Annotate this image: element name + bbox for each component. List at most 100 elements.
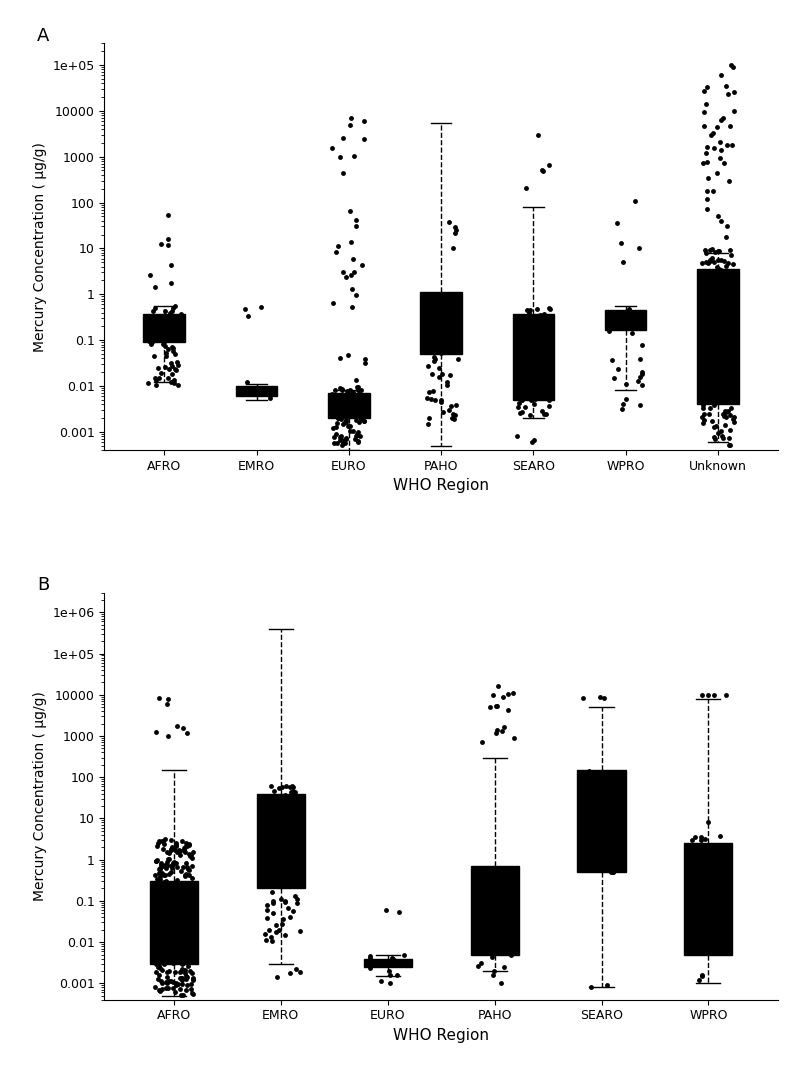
Point xyxy=(167,875,180,892)
Point xyxy=(718,312,731,329)
Point xyxy=(178,920,191,937)
Point xyxy=(726,137,739,154)
Point xyxy=(616,401,629,418)
Point xyxy=(444,367,456,384)
Point xyxy=(179,868,192,885)
Point xyxy=(520,388,533,405)
Point xyxy=(153,983,166,1000)
Point xyxy=(719,858,731,875)
Point xyxy=(342,417,354,434)
Point xyxy=(713,133,726,151)
Point xyxy=(168,917,180,934)
X-axis label: WHO Region: WHO Region xyxy=(393,478,489,493)
Point xyxy=(708,686,721,703)
Point xyxy=(727,256,739,273)
Point xyxy=(153,860,166,877)
Point xyxy=(176,887,189,904)
Point xyxy=(705,376,718,393)
Point xyxy=(518,383,531,400)
Point xyxy=(172,895,185,913)
Point xyxy=(719,872,731,889)
Point xyxy=(346,384,359,401)
Point xyxy=(178,866,191,884)
PathPatch shape xyxy=(512,314,554,400)
Point xyxy=(422,415,435,432)
Point xyxy=(696,302,709,319)
Point xyxy=(335,432,348,449)
Point xyxy=(435,366,448,383)
Point xyxy=(184,915,196,932)
Point xyxy=(718,387,731,404)
Point xyxy=(630,304,642,321)
Point xyxy=(170,836,183,854)
Point xyxy=(521,320,534,338)
Point xyxy=(174,963,187,980)
Point xyxy=(536,402,549,419)
Point xyxy=(539,387,552,404)
Point xyxy=(158,884,171,901)
Point xyxy=(727,58,739,75)
Point xyxy=(703,276,715,293)
Point xyxy=(176,971,188,988)
Point xyxy=(163,972,176,989)
Point xyxy=(166,857,179,874)
Point xyxy=(484,926,496,943)
Point xyxy=(174,846,187,863)
Point xyxy=(170,855,183,872)
Point xyxy=(701,290,714,307)
Point xyxy=(724,57,737,74)
Point xyxy=(699,267,712,284)
Point xyxy=(259,848,272,865)
Point xyxy=(500,908,513,926)
Point xyxy=(488,962,500,979)
Point xyxy=(705,923,718,941)
PathPatch shape xyxy=(577,770,626,872)
Point xyxy=(718,407,731,425)
Point xyxy=(696,686,709,703)
Point xyxy=(537,305,550,322)
Point xyxy=(172,924,185,942)
Point xyxy=(147,326,160,343)
Point xyxy=(705,278,718,296)
Point xyxy=(441,318,454,335)
Point xyxy=(181,969,194,986)
Point xyxy=(715,318,728,335)
Point xyxy=(603,803,616,820)
Point xyxy=(331,410,344,427)
Point xyxy=(484,890,496,907)
Point xyxy=(334,379,346,397)
Point xyxy=(350,454,363,471)
Point xyxy=(703,895,715,913)
Point xyxy=(364,948,377,965)
Point xyxy=(699,96,712,113)
Point xyxy=(165,941,178,958)
Point xyxy=(168,374,181,391)
Point xyxy=(152,875,165,892)
Point xyxy=(353,414,366,431)
Point xyxy=(715,347,727,364)
Point xyxy=(180,950,192,968)
Point xyxy=(340,268,353,285)
Point xyxy=(330,406,343,424)
Point xyxy=(179,961,192,978)
Point xyxy=(725,335,738,353)
Point xyxy=(703,405,715,422)
Point xyxy=(707,376,719,393)
Point xyxy=(720,463,733,481)
Point xyxy=(700,387,713,404)
Point xyxy=(703,385,715,402)
Point xyxy=(184,917,196,934)
Point xyxy=(343,381,356,398)
Point xyxy=(272,812,285,829)
Point xyxy=(707,183,719,200)
Point xyxy=(481,908,494,926)
Point xyxy=(269,790,282,807)
Point xyxy=(518,307,531,325)
Point xyxy=(723,172,735,189)
Point xyxy=(703,383,716,400)
Point xyxy=(705,347,718,364)
Point xyxy=(586,842,599,859)
Point xyxy=(699,275,712,292)
Point xyxy=(167,979,180,997)
Point xyxy=(346,250,359,268)
